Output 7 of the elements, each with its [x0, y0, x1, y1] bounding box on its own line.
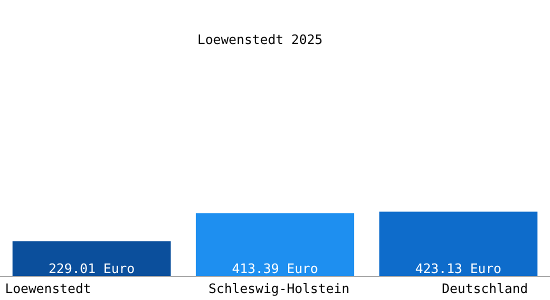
data-label: 413.39 Euro: [232, 262, 318, 277]
data-label: 423.13 Euro: [415, 262, 502, 277]
chart-title: Loewenstedt 2025: [197, 33, 323, 48]
x-tick-label: Schleswig-Holstein: [208, 282, 350, 297]
x-tick-label: Deutschland: [442, 282, 528, 297]
x-tick-label: Loewenstedt: [5, 282, 92, 297]
data-label: 229.01 Euro: [48, 262, 135, 277]
